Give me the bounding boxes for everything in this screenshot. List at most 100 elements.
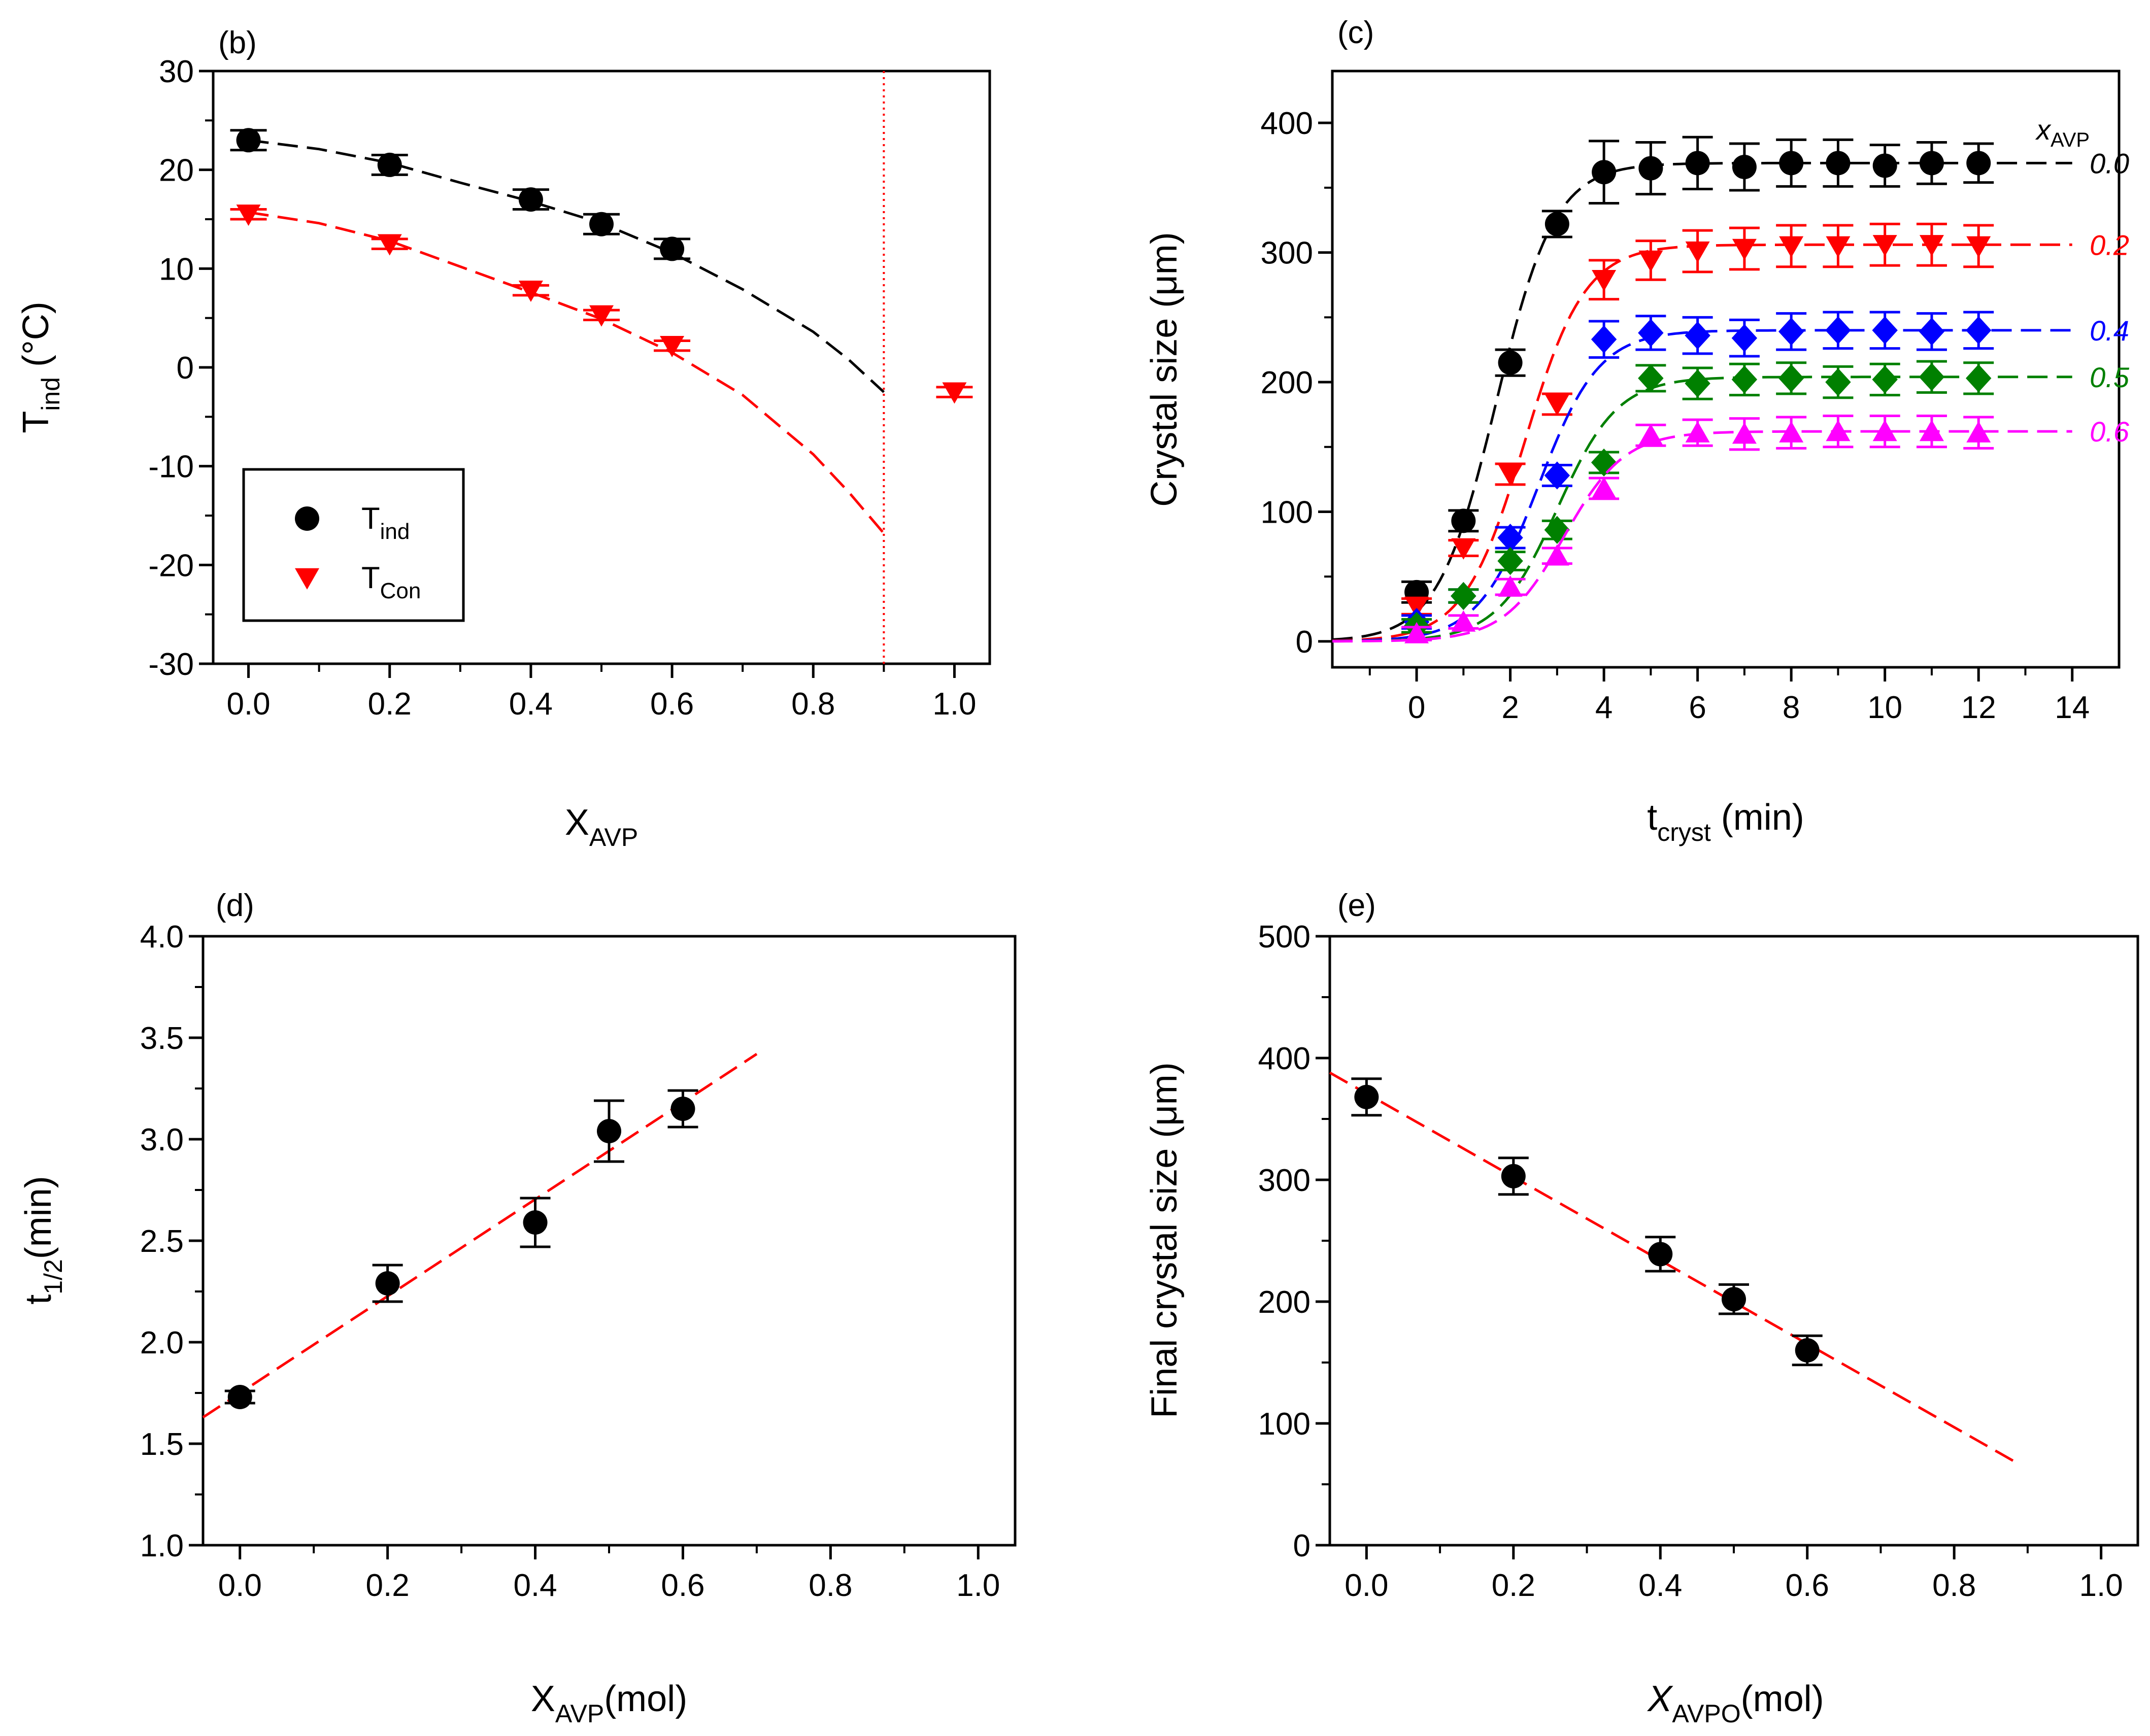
panel-b-point-T_Con: [377, 234, 402, 256]
panel-c-point-0.4: [1872, 316, 1898, 345]
panel-c-x-axis-title-main: t: [1647, 797, 1657, 838]
panel-d-point: [523, 1210, 548, 1235]
panel-c-point-0.4: [1497, 523, 1523, 552]
panel-d-xtick-label: 0.0: [218, 1568, 262, 1603]
panel-d-point: [670, 1097, 695, 1121]
panel-e-label: (e): [1337, 888, 1376, 923]
panel-d-y-axis-title-suffix: (min): [18, 1176, 59, 1259]
panel-b-point-T_Con: [660, 335, 685, 357]
panel-c-xtick-label: 10: [1867, 690, 1902, 725]
panel-c-point-0.4: [1966, 316, 1992, 345]
panel-e-ytick-label: 300: [1258, 1163, 1311, 1198]
panel-b-point-T_ind: [660, 236, 685, 261]
panel-b-point-T_Con: [589, 305, 614, 327]
panel-c-ytick-label: 100: [1261, 495, 1313, 530]
panel-b-xtick-label: 1.0: [932, 687, 976, 722]
panel-c-point-0.0: [1451, 508, 1476, 533]
panel-d-point: [227, 1385, 252, 1409]
panel-c-series-label-0.0: 0.0: [2090, 147, 2129, 179]
panel-c-point-0.6: [1919, 420, 1944, 441]
panel-e-point: [1501, 1164, 1526, 1188]
panel-d-x-axis-title-sub: AVP: [555, 1699, 604, 1728]
panel-b-ytick-label: 10: [159, 252, 194, 287]
panel-d-ytick-label: 4.0: [140, 920, 184, 955]
panel-c-point-0.6: [1872, 420, 1897, 441]
panel-b-x-axis-title-main: X: [565, 802, 589, 843]
panel-c-point-0.4: [1778, 317, 1804, 346]
panel-d-fit-line: [202, 1052, 758, 1419]
panel-e-xtick-label: 1.0: [2079, 1568, 2123, 1603]
x-title-suffix: (mol): [1741, 1679, 1824, 1719]
panel-c-legend-header: xAVP: [2035, 114, 2090, 151]
panel-b-legend-marker: [295, 568, 319, 590]
panel-c-xtick-label: 8: [1783, 690, 1800, 725]
panel-b-y-axis-title-suffix: (°C): [16, 301, 56, 377]
panel-e-point: [1722, 1287, 1746, 1312]
panel-d-ytick-label: 2.0: [140, 1325, 184, 1360]
panel-c-point-0.5: [1825, 368, 1851, 396]
panel-d-ytick-label: 3.5: [140, 1021, 184, 1056]
panel-c-point-0.0: [1592, 160, 1617, 185]
panel-e-x-axis-title: XAVPO(mol): [1647, 1679, 1824, 1728]
panel-c-label: (c): [1337, 15, 1374, 50]
panel-c-point-0.5: [1638, 364, 1664, 392]
panel-c-point-0.2: [1685, 241, 1710, 263]
panel-c-fit-curve-0.2: [1332, 243, 2072, 642]
legend-sub: Con: [380, 578, 421, 603]
panel-c-point-0.6: [1544, 544, 1569, 566]
panel-c-series-label-0.6: 0.6: [2090, 416, 2130, 448]
panel-e-xtick-label: 0.8: [1932, 1568, 1976, 1603]
panel-d-xtick-label: 0.8: [809, 1568, 852, 1603]
panel-d-half-time-plot: 0.0 0.2 0.4 0.6 0.8 1.0 1.0 1.5 2.0 2.5 3.0 3.5 4.0 (…: [18, 888, 1017, 1728]
panel-e-xtick-label: 0.4: [1638, 1568, 1682, 1603]
panel-b-legend-label: Tind: [361, 501, 410, 544]
panel-b-ytick-label: -20: [148, 548, 194, 583]
panel-b-ytick-label: -30: [148, 647, 194, 682]
panel-e-ytick-label: 500: [1258, 920, 1311, 955]
panel-e-point: [1795, 1338, 1820, 1363]
panel-c-point-0.6: [1451, 610, 1476, 632]
panel-c-point-0.0: [1872, 153, 1897, 178]
panel-d-point: [597, 1119, 621, 1143]
panel-c-y-axis-title: Crystal size (μm): [1144, 232, 1185, 506]
panel-d-x-axis-title: XAVP(mol): [531, 1679, 687, 1728]
panel-c-series-label-0.2: 0.2: [2090, 229, 2129, 261]
panel-c-point-0.0: [1544, 212, 1569, 236]
panel-e-point: [1354, 1084, 1379, 1109]
legend-sub: ind: [380, 519, 410, 544]
panel-c-point-0.2: [1498, 464, 1523, 486]
panel-b-legend-box: [242, 468, 465, 622]
panel-b-xtick-label: 0.6: [650, 687, 694, 722]
panel-c-point-0.0: [1966, 151, 1991, 176]
panel-e-y-axis-title: Final crystal size (μm): [1144, 1062, 1185, 1418]
panel-b-legend-label: TCon: [361, 561, 421, 603]
panel-c-point-0.2: [1872, 235, 1897, 257]
panel-b-fit-curve-0: [248, 139, 885, 393]
panel-c-point-0.2: [1779, 236, 1804, 258]
x-title-main: X: [1647, 1679, 1673, 1719]
legend-main: T: [361, 501, 380, 535]
header-sub: AVP: [2051, 129, 2090, 151]
panel-b-xtick-label: 0.0: [226, 687, 270, 722]
panel-d-x-axis-title-suffix: (mol): [604, 1679, 687, 1719]
panel-c-ytick-label: 200: [1261, 365, 1313, 400]
panel-c-series-label-0.4: 0.4: [2090, 315, 2129, 347]
panel-c-xtick-label: 4: [1595, 690, 1612, 725]
panel-c-ytick-label: 300: [1261, 236, 1313, 271]
panel-c-point-0.4: [1685, 321, 1710, 350]
panel-c-point-0.6: [1966, 421, 1991, 442]
panel-c-point-0.5: [1497, 547, 1523, 575]
panel-c-point-0.6: [1638, 423, 1663, 445]
x-title-sub: AVPO: [1672, 1699, 1740, 1728]
panel-d-xtick-label: 0.2: [366, 1568, 410, 1603]
panel-d-ytick-label: 2.5: [140, 1224, 184, 1259]
panel-c-point-0.5: [1778, 364, 1804, 392]
panel-c-point-0.2: [1638, 250, 1663, 272]
panel-c-point-0.6: [1592, 476, 1617, 498]
panel-c-point-0.2: [1544, 394, 1569, 416]
panel-b-xtick-label: 0.8: [791, 687, 835, 722]
panel-c-point-0.2: [1826, 236, 1851, 258]
panel-c-point-0.5: [1731, 365, 1758, 394]
panel-c-fit-curve-0.5: [1332, 376, 2072, 643]
panel-d-ytick-label: 1.0: [140, 1528, 184, 1563]
